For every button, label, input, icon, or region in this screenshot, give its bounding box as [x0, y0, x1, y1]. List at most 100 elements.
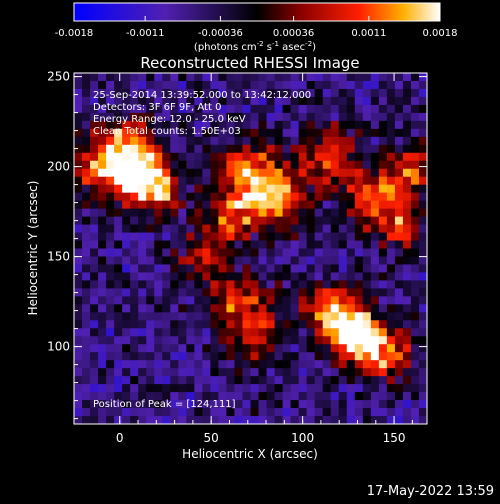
heatmap-cell [410, 73, 420, 82]
heatmap-cell [146, 200, 155, 210]
heatmap-cell [346, 216, 356, 226]
heatmap-cell [386, 176, 396, 186]
heatmap-cell [274, 336, 284, 345]
heatmap-cell [322, 216, 332, 226]
heatmap-cell [74, 328, 83, 337]
heatmap-cell [74, 384, 83, 393]
heatmap-cell [250, 112, 260, 122]
heatmap-cell [106, 272, 115, 282]
heatmap-cell [370, 296, 380, 305]
heatmap-cell [218, 73, 228, 82]
heatmap-cell [330, 232, 340, 242]
heatmap-cell [362, 352, 372, 361]
heatmap-cell [202, 248, 211, 258]
heatmap-cell [418, 256, 427, 266]
heatmap-cell [234, 288, 244, 297]
heatmap-cell [242, 192, 252, 202]
heatmap-cell [178, 160, 187, 170]
heatmap-cell [234, 384, 244, 393]
heatmap-cell [234, 280, 244, 289]
heatmap-cell [122, 216, 131, 226]
heatmap-cell [146, 312, 155, 321]
heatmap-cell [154, 384, 163, 393]
heatmap-cell [234, 264, 244, 274]
heatmap-cell [354, 232, 364, 242]
heatmap-cell [282, 120, 292, 130]
heatmap-cell [178, 408, 187, 417]
heatmap-cell [306, 304, 316, 313]
heatmap-cell [194, 272, 203, 282]
heatmap-cell [114, 320, 123, 329]
heatmap-cell [370, 176, 380, 186]
heatmap-cell [234, 240, 244, 250]
heatmap-cell [234, 248, 244, 258]
heatmap-cell [210, 240, 220, 250]
heatmap-cell [306, 256, 316, 266]
heatmap-cell [130, 88, 139, 98]
heatmap-cell [266, 368, 276, 377]
heatmap-cell [82, 152, 91, 162]
heatmap-cell [314, 232, 324, 242]
heatmap-cell [258, 328, 268, 337]
heatmap-cell [250, 272, 260, 282]
heatmap-cell [274, 248, 284, 258]
heatmap-cell [114, 280, 123, 289]
heatmap-cell [266, 248, 276, 258]
heatmap-cell [226, 296, 236, 305]
plot-frame [73, 72, 428, 425]
heatmap-cell [178, 400, 187, 409]
heatmap-cell [218, 96, 228, 106]
heatmap-cell [74, 176, 83, 186]
heatmap-cell [90, 328, 99, 337]
heatmap-cell [394, 320, 404, 329]
heatmap-cell [314, 80, 324, 90]
heatmap-cell [98, 192, 107, 202]
heatmap-cell [338, 288, 348, 297]
heatmap-cell [258, 200, 268, 210]
heatmap-cell [378, 73, 388, 82]
heatmap-cell [346, 416, 356, 424]
heatmap-cell [98, 96, 107, 106]
heatmap-cell [186, 392, 195, 401]
heatmap-cell [194, 296, 203, 305]
heatmap-cell [266, 312, 276, 321]
heatmap-cell [386, 160, 396, 170]
heatmap-cell [370, 272, 380, 282]
heatmap-cell [290, 176, 300, 186]
heatmap-cell [122, 408, 131, 417]
heatmap-cell [242, 400, 252, 409]
heatmap-cell [266, 136, 276, 146]
heatmap-cell [298, 232, 308, 242]
heatmap-cell [274, 344, 284, 353]
heatmap-cell [202, 328, 211, 337]
heatmap-cell [282, 88, 292, 98]
heatmap-cell [282, 312, 292, 321]
heatmap-cell [282, 336, 292, 345]
heatmap-cell [194, 280, 203, 289]
heatmap-cell [178, 96, 187, 106]
heatmap-cell [218, 280, 228, 289]
heatmap-cell [162, 112, 171, 122]
heatmap-cell [186, 232, 195, 242]
heatmap-cell [330, 112, 340, 122]
heatmap-cell [122, 144, 131, 154]
heatmap-cell [154, 152, 163, 162]
heatmap-cell [298, 240, 308, 250]
heatmap-image [74, 73, 427, 424]
heatmap-cell [82, 416, 91, 424]
heatmap-cell [298, 200, 308, 210]
heatmap-cell [130, 80, 139, 90]
heatmap-cell [402, 104, 412, 114]
heatmap-cell [242, 80, 252, 90]
heatmap-cell [194, 128, 203, 138]
heatmap-cell [370, 288, 380, 297]
heatmap-cell [242, 96, 252, 106]
heatmap-cell [98, 168, 107, 178]
heatmap-cell [146, 208, 155, 218]
colorbar-tick-label: 0.0018 [423, 28, 458, 39]
heatmap-cell [98, 320, 107, 329]
heatmap-cell [402, 112, 412, 122]
heatmap-cell [410, 328, 420, 337]
heatmap-cell [242, 224, 252, 234]
heatmap-cell [330, 360, 340, 369]
